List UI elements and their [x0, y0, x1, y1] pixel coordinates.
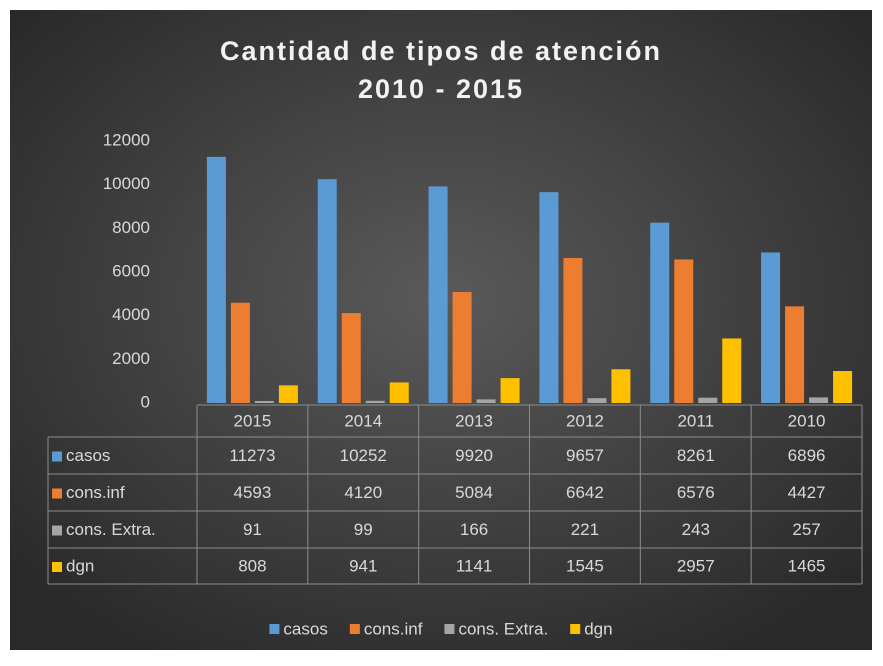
- bar: [809, 397, 829, 403]
- table-cell: 99: [354, 520, 373, 539]
- bar: [722, 338, 742, 403]
- table-cell: 6896: [788, 446, 826, 465]
- legend-key: [570, 624, 581, 634]
- bar: [341, 313, 361, 403]
- x-tick-label: 2011: [677, 411, 714, 430]
- table-legend-key: [52, 451, 62, 462]
- chart-title: Cantidad de tipos de atención: [220, 36, 662, 66]
- bar: [317, 179, 337, 403]
- table-cell: 166: [460, 520, 488, 539]
- table-cell: 5084: [455, 483, 493, 502]
- bar: [587, 398, 607, 403]
- legend-label: casos: [283, 619, 327, 638]
- table-cell: 6576: [677, 483, 715, 502]
- legend-label: cons. Extra.: [458, 619, 548, 638]
- bar: [611, 369, 631, 403]
- table-row-label: casos: [66, 446, 110, 465]
- table-cell: 1141: [456, 556, 493, 575]
- table-row-label: dgn: [66, 556, 94, 575]
- legend-key: [349, 624, 360, 634]
- table-cell: 4427: [788, 483, 826, 502]
- x-tick-label: 2010: [788, 411, 826, 430]
- legend-label: dgn: [584, 619, 612, 638]
- bar: [698, 397, 718, 403]
- table-cell: 221: [571, 520, 599, 539]
- x-tick-label: 2014: [344, 411, 382, 430]
- bar: [476, 399, 496, 403]
- x-tick-label: 2012: [566, 411, 604, 430]
- y-tick-label: 0: [141, 392, 150, 411]
- bar: [206, 156, 226, 403]
- table-cell: 4120: [344, 483, 382, 502]
- bar: [389, 382, 409, 403]
- table-cell: 808: [238, 556, 266, 575]
- bar: [230, 302, 250, 403]
- table-cell: 1465: [788, 556, 826, 575]
- table-legend-key: [52, 525, 62, 536]
- table-cell: 2957: [677, 556, 715, 575]
- bar: [785, 306, 805, 403]
- table-cell: 6642: [566, 483, 604, 502]
- bar: [428, 186, 448, 403]
- bar: [833, 371, 853, 403]
- bar: [563, 257, 583, 403]
- table-row-label: cons.inf: [66, 483, 125, 502]
- y-tick-label: 2000: [112, 349, 150, 368]
- table-cell: 91: [243, 520, 262, 539]
- y-tick-label: 10000: [103, 174, 150, 193]
- bar: [278, 385, 298, 403]
- table-legend-key: [52, 562, 62, 572]
- bar: [650, 222, 670, 403]
- table-cell: 10252: [340, 446, 387, 465]
- y-tick-label: 4000: [112, 305, 150, 324]
- chart-subtitle: 2010 - 2015: [358, 74, 524, 104]
- table-cell: 11273: [229, 446, 275, 465]
- bar: [500, 378, 520, 403]
- table-cell: 9657: [566, 446, 604, 465]
- y-tick-label: 6000: [112, 261, 150, 280]
- table-row-label: cons. Extra.: [66, 520, 156, 539]
- x-tick-label: 2015: [234, 411, 272, 430]
- bar: [761, 252, 781, 403]
- table-cell: 4593: [234, 483, 272, 502]
- x-tick-label: 2013: [455, 411, 493, 430]
- legend-label: cons.inf: [364, 619, 423, 638]
- bar: [674, 259, 694, 403]
- bar: [539, 192, 559, 403]
- y-tick-label: 8000: [112, 218, 150, 237]
- table-cell: 243: [682, 520, 710, 539]
- table-cell: 1545: [566, 556, 604, 575]
- table-cell: 941: [349, 556, 377, 575]
- table-cell: 8261: [677, 446, 715, 465]
- bar: [452, 291, 472, 403]
- bar: [254, 401, 274, 403]
- bar: [365, 400, 385, 403]
- legend-key: [269, 624, 280, 634]
- legend-key: [444, 624, 455, 634]
- y-tick-label: 12000: [103, 130, 150, 149]
- table-cell: 257: [792, 520, 820, 539]
- table-cell: 9920: [455, 446, 493, 465]
- table-legend-key: [52, 488, 62, 499]
